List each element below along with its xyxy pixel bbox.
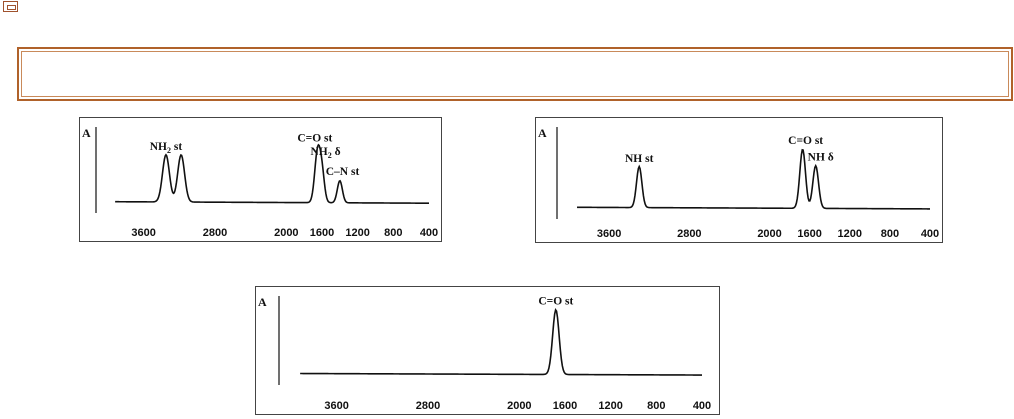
spectrum-svg: A 3600 2800 2000 1600 1200 800 400 NH2 st C=O st N… [79,117,442,242]
x-tick-label: 2000 [274,227,298,239]
x-tick-label: 2800 [203,227,227,239]
spectrum-secondary-amide: A 3600 2800 2000 1600 1200 800 400 NH st C=O st NH… [535,117,943,243]
spectrum-svg: A 3600 2800 2000 1600 1200 800 400 C=O st [255,286,720,415]
x-tick-label: 1600 [797,228,821,240]
x-tick-label: 1600 [310,227,334,239]
x-tick-label: 800 [384,227,402,239]
x-tick-label: 400 [420,227,438,239]
peak-label: NH2 st [150,141,183,155]
x-tick-label: 2800 [677,228,701,240]
spectrum-tertiary-amide: A 3600 2800 2000 1600 1200 800 400 C=O st [255,286,720,415]
peak-label: NH2 δ [311,146,341,160]
peak-label: C=O st [538,295,573,307]
spectrum-svg: A 3600 2800 2000 1600 1200 800 400 NH st C=O st NH… [535,117,943,243]
plot-frame [535,117,943,243]
peak-label: C=O st [297,132,332,144]
plot-frame [255,286,720,415]
x-tick-label: 3600 [131,227,155,239]
x-tick-label: 1200 [838,228,862,240]
peak-label: C–N st [326,166,360,178]
peak-label: NH δ [808,151,834,163]
x-tick-label: 1200 [345,227,369,239]
x-tick-label: 400 [921,228,939,240]
x-tick-label: 1200 [598,400,622,412]
spectrum-trace [115,143,429,204]
peak-label: NH st [625,153,654,165]
x-tick-label: 800 [881,228,899,240]
spectrum-trace [577,148,930,210]
y-axis-label: A [258,295,267,309]
window-restore-icon[interactable] [3,1,18,12]
plot-frame [79,117,442,242]
y-axis-label: A [82,126,91,140]
banner-box [17,47,1013,101]
x-tick-label: 3600 [324,400,348,412]
x-tick-label: 800 [647,400,665,412]
x-tick-label: 2000 [757,228,781,240]
spectrum-primary-amide: A 3600 2800 2000 1600 1200 800 400 NH2 st C=O st N… [79,117,442,242]
banner-inner [21,51,1009,97]
x-tick-label: 2000 [507,400,531,412]
peak-label: C=O st [788,135,823,147]
x-tick-label: 2800 [416,400,440,412]
x-tick-label: 400 [693,400,711,412]
x-tick-label: 1600 [553,400,577,412]
y-axis-label: A [538,126,547,140]
spectrum-trace [300,308,702,376]
x-tick-label: 3600 [597,228,621,240]
